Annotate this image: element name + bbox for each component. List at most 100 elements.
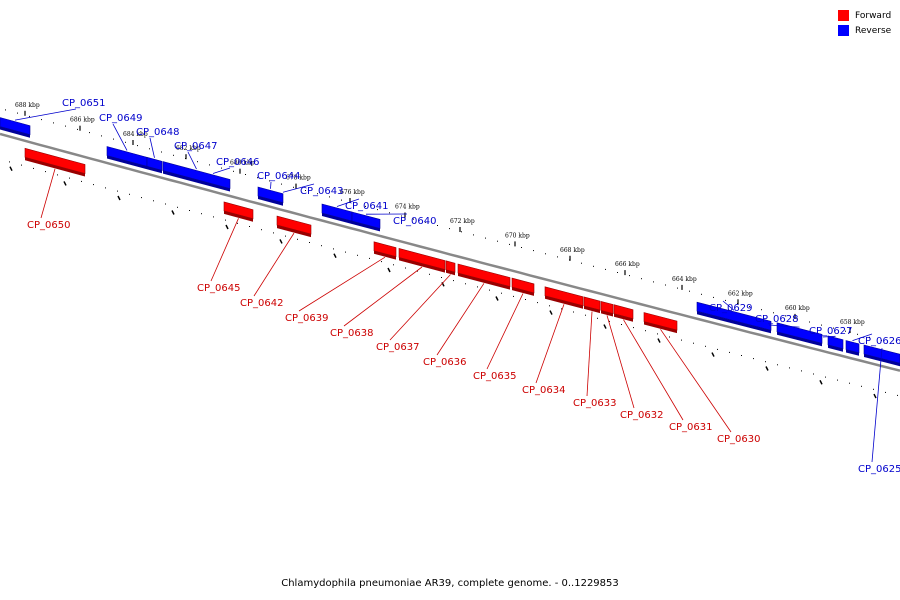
track-dot	[125, 141, 126, 143]
gene-label-cp-0640[interactable]: CP_0640	[393, 216, 436, 227]
track-dot	[461, 231, 462, 233]
gene-label-cp-0635[interactable]: CP_0635	[473, 371, 516, 382]
legend-swatch-forward	[838, 10, 849, 21]
track-dot	[501, 292, 502, 294]
gene-label-cp-0641[interactable]: CP_0641	[345, 201, 388, 212]
track-dot	[561, 308, 562, 310]
tick-label: 658 kbp	[840, 319, 865, 326]
gene-label-cp-0627[interactable]: CP_0627	[809, 326, 852, 337]
gene-box-shadow	[644, 321, 677, 334]
track-dot	[209, 164, 210, 166]
gene-box-shadow	[322, 213, 352, 224]
gene-label-cp-0648[interactable]: CP_0648	[136, 127, 179, 138]
track-dot	[773, 312, 774, 314]
gene-box-shadow	[584, 305, 600, 314]
gene-label-cp-0646[interactable]: CP_0646	[216, 157, 259, 168]
tick-labels: 688 kbp 686 kbp 684 kbp 682 kbp 680 kbp 678 k…	[9, 102, 877, 399]
track-dots	[5, 109, 898, 396]
tick-mark	[495, 296, 499, 301]
gene-label-cp-0632[interactable]: CP_0632	[620, 410, 663, 421]
track-dot	[437, 225, 438, 226]
track-dot	[93, 184, 94, 186]
tick-mark	[873, 393, 877, 399]
track-dot	[741, 355, 742, 356]
gene-leader-line	[871, 348, 883, 463]
track-dot	[453, 280, 454, 282]
gene-label-cp-0629[interactable]: CP_0629	[709, 303, 752, 314]
track-dot	[213, 216, 214, 218]
gene-box-shadow	[224, 210, 253, 222]
track-dot	[225, 219, 226, 221]
gene-leader-line	[14, 108, 77, 121]
gene-label-cp-0644[interactable]: CP_0644	[257, 171, 300, 182]
gene-label-cp-0630[interactable]: CP_0630	[717, 434, 760, 445]
track-dot	[525, 299, 526, 300]
gene-label-cp-0649[interactable]: CP_0649	[99, 113, 142, 124]
legend-label-reverse: Reverse	[855, 25, 892, 36]
track-dot	[581, 262, 582, 264]
track-dot	[257, 177, 258, 179]
gene-label-cp-0638[interactable]: CP_0638	[330, 328, 373, 339]
tick-label: 664 kbp	[672, 276, 697, 283]
track-dot	[665, 284, 666, 286]
track-dot	[317, 193, 318, 195]
gene-label-cp-0625[interactable]: CP_0625	[858, 464, 900, 475]
tick-mark	[603, 324, 607, 329]
gene-label-cp-0634[interactable]: CP_0634	[522, 385, 565, 396]
gene-label-cp-0642[interactable]: CP_0642	[240, 298, 283, 309]
track-dot	[489, 289, 490, 291]
track-dot	[281, 183, 282, 185]
track-dot	[689, 290, 690, 292]
gene-box-shadow	[458, 273, 510, 290]
track-dot	[801, 370, 802, 372]
track-dot	[465, 283, 466, 285]
gene-box-shadow	[374, 250, 396, 260]
gene-label-cp-0650[interactable]: CP_0650	[27, 220, 70, 231]
track-dot	[797, 318, 798, 320]
track-dot	[717, 348, 718, 350]
tick-label: 682 kbp	[176, 145, 201, 152]
tick-label: 660 kbp	[785, 305, 810, 312]
track-dot	[653, 281, 654, 283]
gene-label-cp-0647[interactable]: CP_0647	[174, 141, 217, 152]
genome-axis	[0, 132, 900, 372]
gene-label-cp-0651[interactable]: CP_0651	[62, 98, 105, 109]
gene-label-cp-0643[interactable]: CP_0643	[300, 186, 343, 197]
track-dot	[669, 336, 670, 338]
gene-leader-line	[112, 123, 128, 151]
tick-mark	[765, 366, 769, 371]
gene-box-shadow	[512, 287, 534, 296]
gene-label-cp-0633[interactable]: CP_0633	[573, 398, 616, 409]
gene-label-cp-0639[interactable]: CP_0639	[285, 313, 328, 324]
track-dot	[777, 364, 778, 366]
track-dot	[845, 330, 846, 332]
track-dot	[521, 247, 522, 248]
gene-box-shadow	[0, 126, 30, 138]
legend: Forward Reverse	[838, 8, 891, 38]
track-dot	[725, 299, 726, 301]
gene-box-cp-0625[interactable]	[863, 344, 900, 364]
gene-box-shadow	[258, 196, 283, 206]
tick-label: 676 kbp	[340, 189, 365, 196]
gene-box-shadow	[777, 331, 822, 347]
tick-label: 674 kbp	[395, 204, 420, 211]
track-dot	[377, 209, 378, 211]
track-dot	[353, 202, 354, 204]
gene-label-cp-0626[interactable]: CP_0626	[858, 336, 900, 347]
track-dot	[129, 193, 130, 195]
gene-label-cp-0631[interactable]: CP_0631	[669, 422, 712, 433]
tick-label: 666 kbp	[615, 261, 640, 268]
gene-label-cp-0628[interactable]: CP_0628	[755, 314, 798, 325]
track-dot	[765, 361, 766, 363]
gene-label-cp-0645[interactable]: CP_0645	[197, 283, 240, 294]
legend-item-reverse: Reverse	[838, 23, 891, 38]
gene-leader-line	[343, 266, 423, 327]
gene-label-cp-0637[interactable]: CP_0637	[376, 342, 419, 353]
gene-label-cp-0636[interactable]: CP_0636	[423, 357, 466, 368]
gene-box-shadow	[446, 269, 455, 276]
track-dot	[849, 382, 850, 384]
track-dot	[897, 394, 898, 396]
tick-label: 678 kbp	[286, 175, 311, 182]
track-dot	[497, 240, 498, 242]
